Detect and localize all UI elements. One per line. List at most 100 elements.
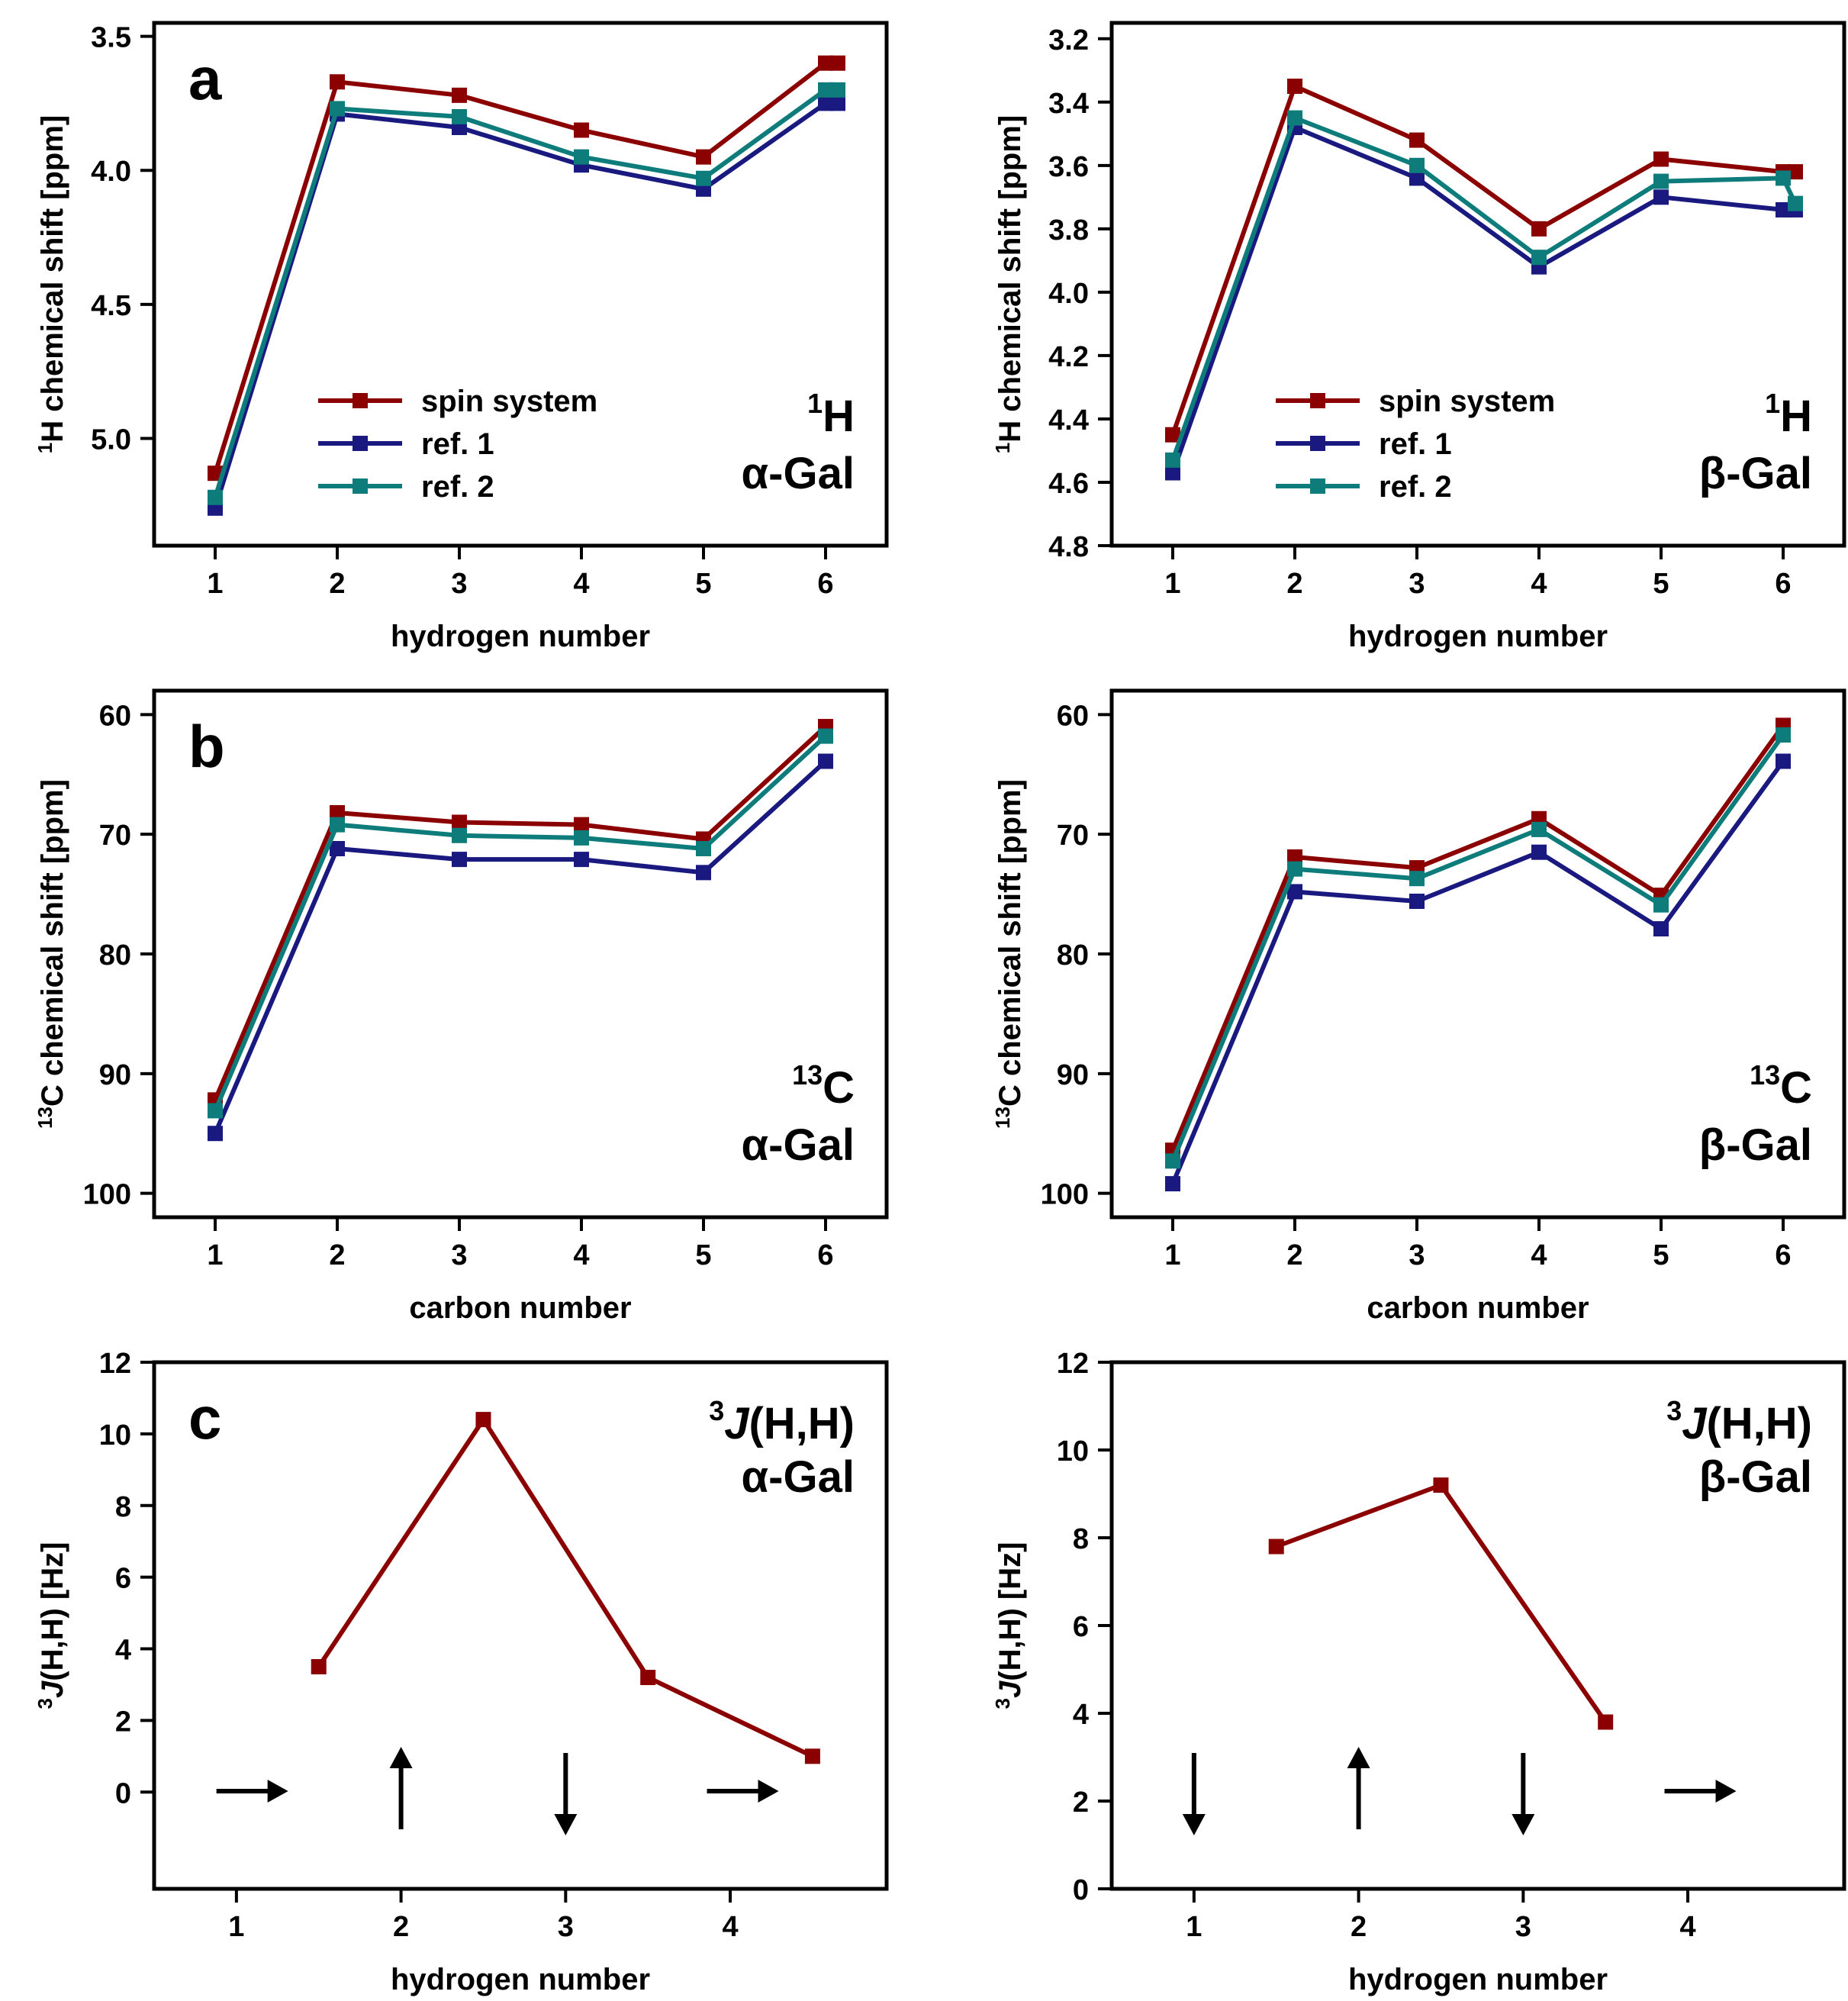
- corner-label-sup: 3: [1666, 1395, 1682, 1426]
- y-tick-label: 4.0: [1048, 278, 1089, 310]
- y-tick-label: 12: [99, 1348, 131, 1380]
- data-point-ref2: [208, 1103, 223, 1119]
- data-point-spin: [574, 122, 589, 138]
- data-point-ref2: [1653, 173, 1669, 189]
- data-point-ref1: [696, 865, 711, 881]
- y-tick-label: 4.8: [1048, 531, 1089, 563]
- corner-label-main: J(H,H): [1682, 1399, 1812, 1448]
- y-axis-label-text: C chemical shift [ppm]: [993, 779, 1027, 1107]
- arrow-up-icon: [1347, 1747, 1370, 1829]
- data-point-spin: [1268, 1539, 1284, 1555]
- data-point-spin: [1788, 164, 1803, 180]
- plot-frame: [1109, 21, 1846, 548]
- series-line-ref2: [213, 87, 838, 498]
- corner-label-main: C: [1780, 1063, 1812, 1113]
- arrow-head: [389, 1747, 413, 1768]
- legend-marker-spin: [1310, 393, 1325, 408]
- data-point-ref2: [1409, 157, 1425, 173]
- data-point-ref1: [1531, 844, 1547, 860]
- arrow-right-icon: [216, 1780, 288, 1803]
- x-tick-label: 1: [1186, 1911, 1202, 1943]
- corner-label-main-italic: J: [724, 1399, 750, 1448]
- y-tick-label: 4.0: [91, 156, 131, 188]
- y-axis-label-italic: J: [993, 1680, 1027, 1698]
- corner-label-sup: 3: [709, 1395, 724, 1426]
- y-tick-label: 6: [1073, 1611, 1089, 1643]
- y-tick-label: 0: [1073, 1874, 1089, 1906]
- series-line-spin: [213, 724, 828, 1101]
- corner-label: 3J(H,H): [1666, 1395, 1812, 1448]
- y-tick-label: 90: [1057, 1059, 1089, 1091]
- x-tick-label: 3: [451, 1239, 467, 1271]
- data-point-ref1: [208, 1126, 223, 1142]
- x-tick-label: 2: [1351, 1911, 1367, 1943]
- series-line-ref2: [213, 734, 828, 1112]
- arrow-head: [1182, 1814, 1206, 1835]
- x-tick-label: 2: [329, 1239, 345, 1271]
- data-point-spin: [208, 466, 223, 482]
- data-point-ref1: [818, 753, 833, 769]
- y-axis-label: 3J(H,H) [Hz]: [34, 1542, 69, 1709]
- x-tick-label: 1: [1164, 1239, 1180, 1271]
- data-point-ref2: [1287, 861, 1302, 877]
- data-point-spin: [1409, 132, 1425, 148]
- y-tick-label: 2: [1073, 1787, 1089, 1819]
- data-point-spin: [475, 1412, 491, 1428]
- data-point-ref2: [574, 149, 589, 165]
- data-point-ref1: [1776, 753, 1791, 769]
- data-point-ref1: [330, 841, 345, 856]
- corner-label-sub: β-Gal: [1699, 1452, 1812, 1502]
- arrow-head: [1715, 1780, 1737, 1803]
- data-point-spin: [1165, 427, 1180, 443]
- corner-label-sub: α-Gal: [742, 1452, 855, 1502]
- series-line-ref1: [213, 101, 838, 509]
- y-axis-label-sup: 1: [991, 443, 1014, 453]
- y-axis-label-text: H chemical shift [ppm]: [993, 115, 1027, 443]
- data-point-spin: [818, 55, 833, 71]
- arrow-down-icon: [1512, 1753, 1535, 1835]
- y-tick-label: 70: [1057, 820, 1089, 852]
- data-point-ref2: [208, 489, 223, 505]
- y-tick-label: 5.0: [91, 424, 131, 456]
- y-tick-label: 3.5: [91, 22, 131, 54]
- data-point-spin: [1598, 1714, 1614, 1730]
- legend-label-spin: spin system: [1379, 385, 1555, 418]
- data-point-spin: [1653, 151, 1669, 167]
- x-tick-label: 3: [558, 1911, 574, 1943]
- corner-label-main: H: [823, 392, 855, 441]
- data-point-ref2: [818, 82, 833, 98]
- arrow-head: [267, 1780, 288, 1803]
- y-tick-label: 70: [99, 820, 131, 852]
- x-tick-label: 6: [817, 1239, 833, 1271]
- data-point-ref1: [574, 852, 589, 868]
- y-axis-label: 1H chemical shift [ppm]: [991, 115, 1027, 453]
- x-tick-label: 4: [1531, 568, 1547, 600]
- corner-label-sub: α-Gal: [742, 1120, 855, 1170]
- data-point-ref2: [696, 170, 711, 186]
- data-point-ref1: [1653, 189, 1669, 205]
- x-tick-label: 3: [451, 568, 467, 600]
- panel-letter: c: [188, 1384, 221, 1452]
- series-line-spin: [317, 1417, 814, 1759]
- data-point-ref2: [330, 101, 345, 117]
- corner-label-sup: 13: [792, 1059, 823, 1091]
- x-axis-label: carbon number: [1367, 1291, 1589, 1325]
- x-tick-label: 6: [1775, 568, 1791, 600]
- y-axis-label: 13C chemical shift [ppm]: [34, 779, 69, 1129]
- data-point-ref2: [1788, 195, 1803, 211]
- data-point-spin: [574, 817, 589, 833]
- legend-marker-spin: [353, 393, 368, 408]
- data-point-ref1: [818, 95, 833, 111]
- corner-label-sub: α-Gal: [742, 449, 855, 498]
- y-axis-label-sup: 3: [34, 1698, 56, 1709]
- y-tick-label: 60: [99, 700, 131, 732]
- y-axis-label-sup: 3: [991, 1698, 1014, 1709]
- corner-label-sub: β-Gal: [1699, 1120, 1812, 1170]
- data-point-spin: [330, 804, 345, 820]
- x-tick-label: 2: [329, 568, 345, 600]
- y-axis-label-text: C chemical shift [ppm]: [36, 779, 69, 1107]
